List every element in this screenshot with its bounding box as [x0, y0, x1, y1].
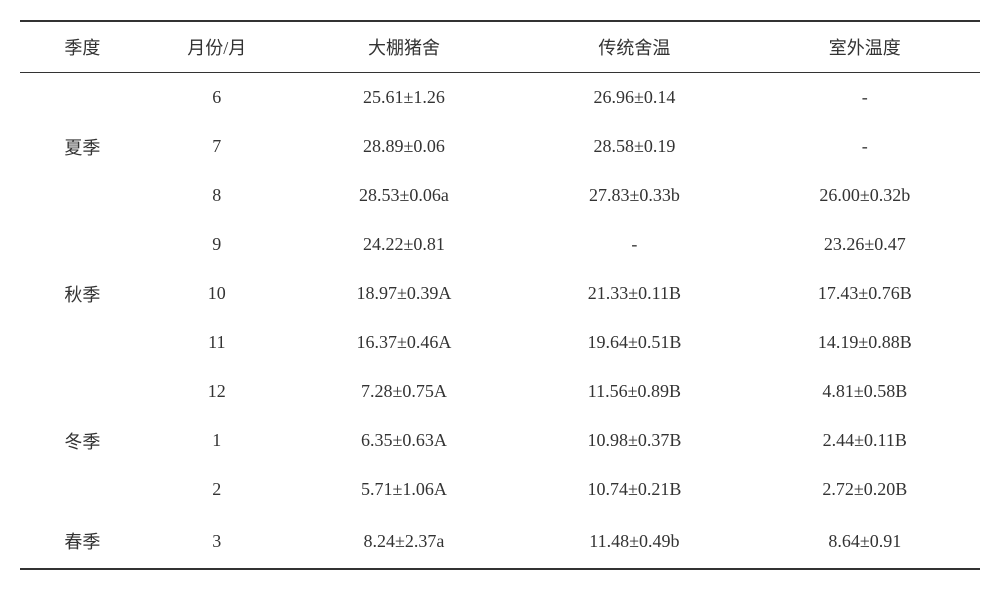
- season-label: 夏季: [20, 73, 145, 221]
- header-season: 季度: [20, 21, 145, 73]
- traditional-cell: 27.83±0.33b: [519, 171, 749, 220]
- greenhouse-cell: 18.97±0.39A: [289, 269, 519, 318]
- outdoor-cell: -: [750, 73, 980, 123]
- month-cell: 7: [145, 122, 289, 171]
- month-cell: 11: [145, 318, 289, 367]
- month-cell: 10: [145, 269, 289, 318]
- outdoor-cell: 4.81±0.58B: [750, 367, 980, 416]
- traditional-cell: 10.74±0.21B: [519, 465, 749, 514]
- outdoor-cell: 14.19±0.88B: [750, 318, 980, 367]
- outdoor-cell: 2.72±0.20B: [750, 465, 980, 514]
- table-row: 7 28.89±0.06 28.58±0.19 -: [20, 122, 980, 171]
- greenhouse-cell: 28.89±0.06: [289, 122, 519, 171]
- outdoor-cell: 23.26±0.47: [750, 220, 980, 269]
- greenhouse-cell: 24.22±0.81: [289, 220, 519, 269]
- month-cell: 6: [145, 73, 289, 123]
- table-row: 2 5.71±1.06A 10.74±0.21B 2.72±0.20B: [20, 465, 980, 514]
- table-row: 10 18.97±0.39A 21.33±0.11B 17.43±0.76B: [20, 269, 980, 318]
- outdoor-cell: 26.00±0.32b: [750, 171, 980, 220]
- outdoor-cell: -: [750, 122, 980, 171]
- table-body: 夏季 6 25.61±1.26 26.96±0.14 - 7 28.89±0.0…: [20, 73, 980, 570]
- header-outdoor: 室外温度: [750, 21, 980, 73]
- table-row: 冬季 12 7.28±0.75A 11.56±0.89B 4.81±0.58B: [20, 367, 980, 416]
- table-row: 夏季 6 25.61±1.26 26.96±0.14 -: [20, 73, 980, 123]
- traditional-cell: 26.96±0.14: [519, 73, 749, 123]
- month-cell: 1: [145, 416, 289, 465]
- table-row: 8 28.53±0.06a 27.83±0.33b 26.00±0.32b: [20, 171, 980, 220]
- traditional-cell: -: [519, 220, 749, 269]
- outdoor-cell: 2.44±0.11B: [750, 416, 980, 465]
- greenhouse-cell: 5.71±1.06A: [289, 465, 519, 514]
- traditional-cell: 19.64±0.51B: [519, 318, 749, 367]
- month-cell: 9: [145, 220, 289, 269]
- month-cell: 8: [145, 171, 289, 220]
- traditional-cell: 10.98±0.37B: [519, 416, 749, 465]
- outdoor-cell: 17.43±0.76B: [750, 269, 980, 318]
- season-label: 冬季: [20, 367, 145, 514]
- greenhouse-cell: 28.53±0.06a: [289, 171, 519, 220]
- header-greenhouse: 大棚猪舍: [289, 21, 519, 73]
- header-month: 月份/月: [145, 21, 289, 73]
- temperature-table: 季度 月份/月 大棚猪舍 传统舍温 室外温度 夏季 6 25.61±1.26 2…: [20, 20, 980, 570]
- greenhouse-cell: 6.35±0.63A: [289, 416, 519, 465]
- table-container: 季度 月份/月 大棚猪舍 传统舍温 室外温度 夏季 6 25.61±1.26 2…: [20, 20, 980, 570]
- traditional-cell: 21.33±0.11B: [519, 269, 749, 318]
- greenhouse-cell: 7.28±0.75A: [289, 367, 519, 416]
- table-row: 秋季 9 24.22±0.81 - 23.26±0.47: [20, 220, 980, 269]
- table-row: 11 16.37±0.46A 19.64±0.51B 14.19±0.88B: [20, 318, 980, 367]
- month-cell: 2: [145, 465, 289, 514]
- greenhouse-cell: 25.61±1.26: [289, 73, 519, 123]
- table-row: 1 6.35±0.63A 10.98±0.37B 2.44±0.11B: [20, 416, 980, 465]
- month-cell: 12: [145, 367, 289, 416]
- traditional-cell: 28.58±0.19: [519, 122, 749, 171]
- greenhouse-cell: 16.37±0.46A: [289, 318, 519, 367]
- header-traditional: 传统舍温: [519, 21, 749, 73]
- header-row: 季度 月份/月 大棚猪舍 传统舍温 室外温度: [20, 21, 980, 73]
- season-label: 秋季: [20, 220, 145, 367]
- traditional-cell: 11.56±0.89B: [519, 367, 749, 416]
